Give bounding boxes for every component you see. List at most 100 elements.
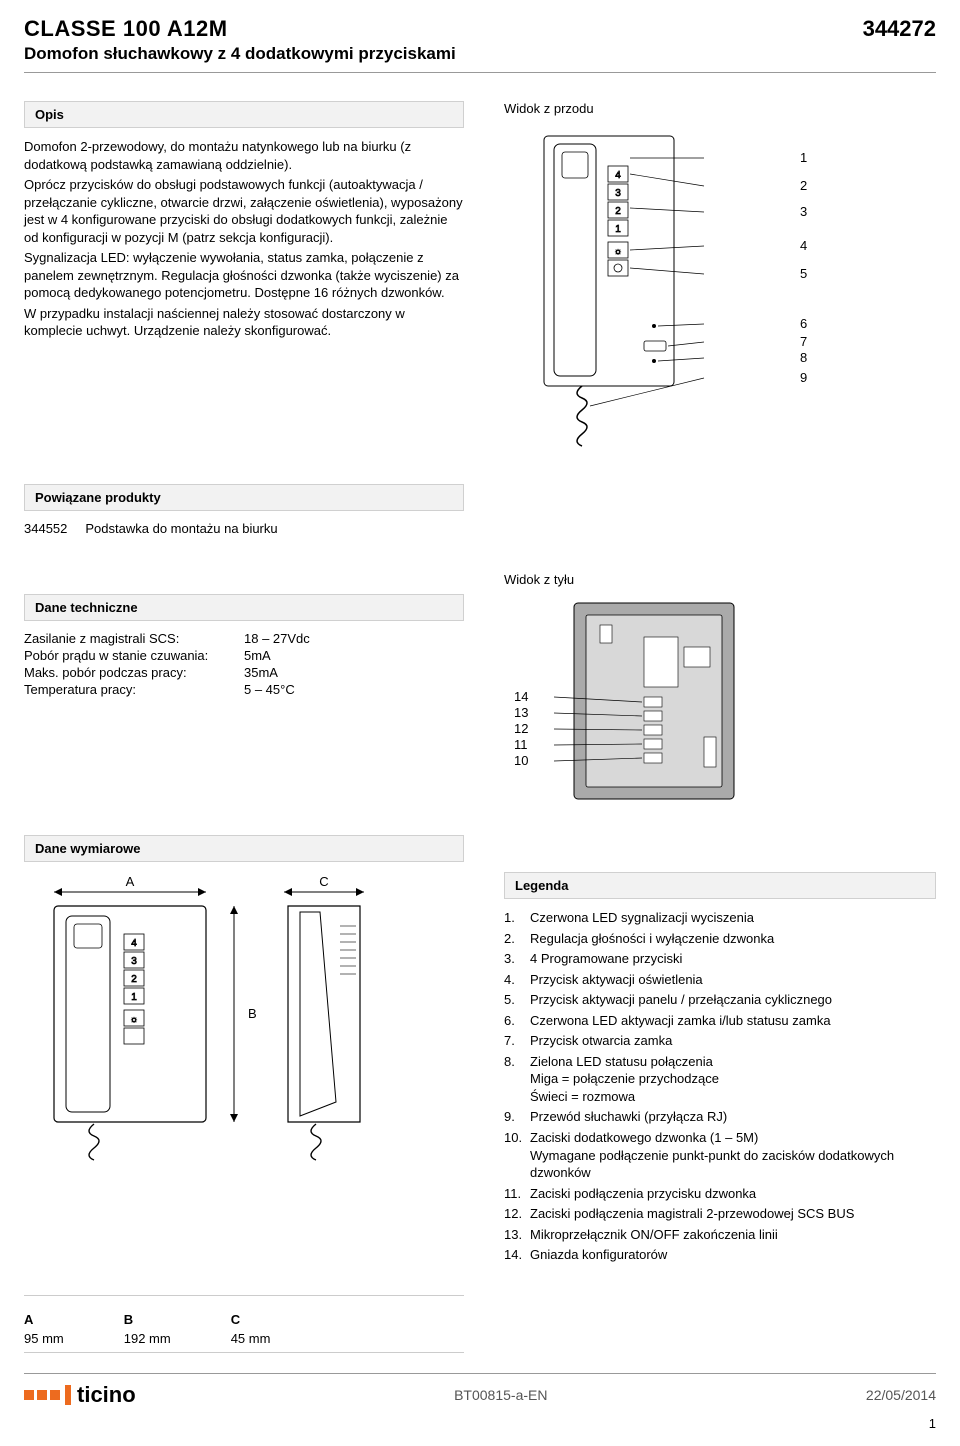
page-header: CLASSE 100 A12M Domofon słuchawkowy z 4 … [24, 16, 936, 73]
btn-4: 4 [615, 170, 621, 181]
dim-val-c: 45 mm [231, 1331, 271, 1346]
front-callout-6: 6 [800, 316, 807, 331]
svg-text:2: 2 [131, 974, 137, 985]
dim-drawing-svg: A C B 4 3 2 1 ☼ [24, 872, 464, 1172]
rear-view-diagram: 14 13 12 11 10 [544, 597, 804, 807]
legend-item-num: 10. [504, 1129, 530, 1147]
model-number: CLASSE 100 A12M [24, 16, 456, 42]
header-left: CLASSE 100 A12M Domofon słuchawkowy z 4 … [24, 16, 456, 64]
rear-callout-12: 12 [514, 721, 528, 736]
legend-column: Legenda 1.Czerwona LED sygnalizacji wyci… [504, 872, 936, 1267]
legend-item-text: Zaciski dodatkowego dzwonka (1 – 5M) Wym… [530, 1129, 936, 1182]
legend-list: 1.Czerwona LED sygnalizacji wyciszenia2.… [504, 909, 936, 1264]
legend-item-num: 14. [504, 1246, 530, 1264]
tech-column: Dane techniczne Zasilanie z magistrali S… [24, 572, 464, 807]
related-desc: Podstawka do montażu na biurku [85, 521, 277, 536]
opis-column: Opis Domofon 2-przewodowy, do montażu na… [24, 101, 464, 456]
legend-item-text: Przycisk aktywacji panelu / przełączania… [530, 991, 936, 1009]
dim-letter-b: B [248, 1006, 257, 1021]
legend-item-num: 13. [504, 1226, 530, 1244]
rear-view-column: Widok z tyłu [504, 572, 936, 807]
logo-square-icon [50, 1390, 60, 1400]
dim-drawing-column: A C B 4 3 2 1 ☼ [24, 872, 464, 1267]
logo-square-icon [24, 1390, 34, 1400]
dimensions-heading: Dane wymiarowe [24, 835, 464, 862]
front-callout-4: 4 [800, 238, 807, 253]
legend-item: 1.Czerwona LED sygnalizacji wyciszenia [504, 909, 936, 927]
legend-item: 14.Gniazda konfiguratorów [504, 1246, 936, 1264]
legend-item: 12.Zaciski podłączenia magistrali 2-prze… [504, 1205, 936, 1223]
tech-row-0: Zasilanie z magistrali SCS:18 – 27Vdc [24, 631, 464, 646]
legend-item: 6.Czerwona LED aktywacji zamka i/lub sta… [504, 1012, 936, 1030]
legend-item-text: Przycisk otwarcia zamka [530, 1032, 936, 1050]
legend-item: 9.Przewód słuchawki (przyłącza RJ) [504, 1108, 936, 1126]
tech-table: Zasilanie z magistrali SCS:18 – 27Vdc Po… [24, 631, 464, 697]
legend-item-num: 4. [504, 971, 530, 989]
front-callout-3: 3 [800, 204, 807, 219]
subtitle: Domofon słuchawkowy z 4 dodatkowymi przy… [24, 44, 456, 64]
rear-callout-11: 11 [514, 737, 528, 752]
legend-item-num: 12. [504, 1205, 530, 1223]
legend-item-text: Zielona LED statusu połączenia Miga = po… [530, 1053, 936, 1106]
legend-item-num: 1. [504, 909, 530, 927]
legend-item-num: 5. [504, 991, 530, 1009]
front-view-column: Widok z przodu 4 3 2 1 ☼ [504, 101, 936, 456]
legend-item-num: 8. [504, 1053, 530, 1071]
front-view-svg: 4 3 2 1 ☼ [504, 126, 764, 456]
legend-item: 10.Zaciski dodatkowego dzwonka (1 – 5M) … [504, 1129, 936, 1182]
legend-heading: Legenda [504, 872, 936, 899]
page-footer: ticino BT00815-a-EN 22/05/2014 [24, 1373, 936, 1408]
dim-letter-a: A [126, 874, 135, 889]
legend-item-text: Mikroprzełącznik ON/OFF zakończenia lini… [530, 1226, 936, 1244]
legend-item-text: Czerwona LED sygnalizacji wyciszenia [530, 909, 936, 927]
rear-callout-14: 14 [514, 689, 528, 704]
related-code: 344552 [24, 521, 67, 536]
opis-p1: Domofon 2-przewodowy, do montażu natynko… [24, 138, 464, 173]
opis-heading: Opis [24, 101, 464, 128]
dim-head-b: B [124, 1312, 171, 1327]
front-callout-8: 8 [800, 350, 807, 365]
rear-view-svg [544, 597, 764, 807]
legend-item-text: Zaciski podłączenia przycisku dzwonka [530, 1185, 936, 1203]
related-row: 344552 Podstawka do montażu na biurku [24, 521, 936, 536]
dim-letter-c: C [319, 874, 328, 889]
tech-row-3: Temperatura pracy:5 – 45°C [24, 682, 464, 697]
opis-p3: Sygnalizacja LED: wyłączenie wywołania, … [24, 249, 464, 302]
legend-item: 3.4 Programowane przyciski [504, 950, 936, 968]
svg-text:☼: ☼ [614, 246, 622, 256]
svg-text:☼: ☼ [130, 1014, 138, 1024]
front-callout-5: 5 [800, 266, 807, 281]
doc-ref: BT00815-a-EN [454, 1387, 547, 1403]
row-tech-rear: Dane techniczne Zasilanie z magistrali S… [24, 572, 936, 807]
front-view-label: Widok z przodu [504, 101, 936, 116]
legend-item-num: 7. [504, 1032, 530, 1050]
opis-p4: W przypadku instalacji naściennej należy… [24, 305, 464, 340]
legend-item-text: Regulacja głośności i wyłączenie dzwonka [530, 930, 936, 948]
legend-item: 8.Zielona LED statusu połączenia Miga = … [504, 1053, 936, 1106]
front-callout-2: 2 [800, 178, 807, 193]
btn-1: 1 [615, 224, 621, 235]
legend-item-text: Gniazda konfiguratorów [530, 1246, 936, 1264]
legend-item-num: 3. [504, 950, 530, 968]
svg-text:1: 1 [131, 992, 137, 1003]
header-right: 344272 [863, 16, 936, 42]
part-number: 344272 [863, 16, 936, 42]
legend-item-text: Zaciski podłączenia magistrali 2-przewod… [530, 1205, 936, 1223]
dim-head-c: C [231, 1312, 271, 1327]
rear-callout-13: 13 [514, 705, 528, 720]
dim-val-b: 192 mm [124, 1331, 171, 1346]
rear-view-label: Widok z tyłu [504, 572, 936, 587]
dim-table: A 95 mm B 192 mm C 45 mm [24, 1295, 464, 1353]
legend-item-num: 11. [504, 1185, 530, 1203]
dim-val-a: 95 mm [24, 1331, 64, 1346]
legend-item-text: Przewód słuchawki (przyłącza RJ) [530, 1108, 936, 1126]
svg-text:3: 3 [131, 956, 137, 967]
front-callout-7: 7 [800, 334, 807, 349]
brand-text: ticino [77, 1382, 136, 1408]
btn-3: 3 [615, 188, 621, 199]
tech-heading: Dane techniczne [24, 594, 464, 621]
front-callout-9: 9 [800, 370, 807, 385]
legend-item-text: Przycisk aktywacji oświetlenia [530, 971, 936, 989]
dim-head-a: A [24, 1312, 64, 1327]
tech-row-2: Maks. pobór podczas pracy:35mA [24, 665, 464, 680]
